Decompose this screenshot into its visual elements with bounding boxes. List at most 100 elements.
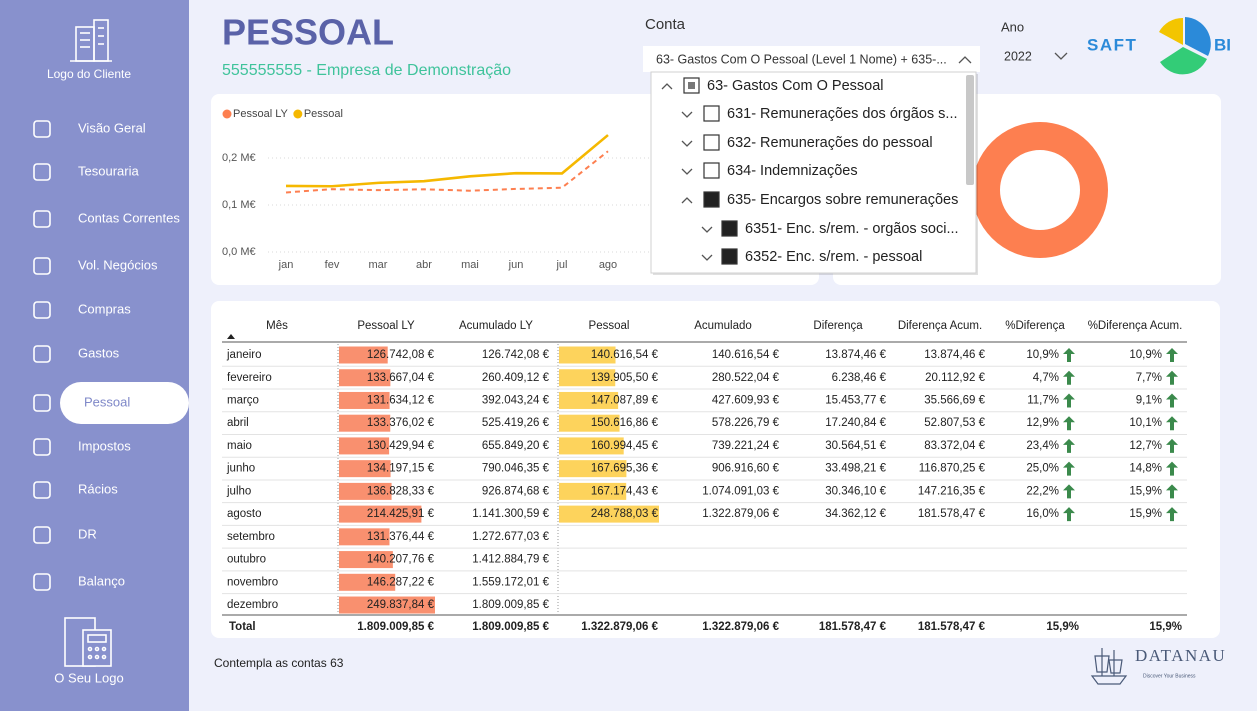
menu-item[interactable]: Contas Correntes <box>78 210 180 225</box>
table-cell: 181.578,47 € <box>918 508 986 520</box>
chevron-up[interactable] <box>681 197 693 204</box>
row-label: abril <box>227 417 249 429</box>
data-bar <box>559 346 616 364</box>
checkbox[interactable] <box>721 220 738 237</box>
table-cell: 280.522,04 € <box>712 372 780 384</box>
table-cell: 790.046,35 € <box>482 463 550 475</box>
table-cell: 10,1% <box>1129 417 1162 429</box>
conta-dropdown[interactable] <box>643 46 980 72</box>
table-cell: 23,4% <box>1026 440 1059 452</box>
own-logo-icon <box>64 617 112 667</box>
footnote: Contempla as contas 63 <box>214 656 344 670</box>
chevron-down[interactable] <box>681 140 693 147</box>
table-cell: 17.240,84 € <box>825 417 886 429</box>
table-cell: 214.425,91 € <box>367 508 435 520</box>
table-cell: 116.870,25 € <box>919 463 986 475</box>
checkbox[interactable] <box>703 134 720 151</box>
trend-up-arrow <box>1063 416 1075 431</box>
menu-item[interactable]: Gastos <box>78 345 120 360</box>
bi-logo: BI <box>1214 35 1231 54</box>
chevron-down <box>1054 52 1068 60</box>
chevron-up[interactable] <box>661 83 673 90</box>
column-header[interactable]: Mês <box>266 320 288 332</box>
table-cell: 131.376,44 € <box>367 531 435 543</box>
menu-item[interactable]: Compras <box>78 301 131 316</box>
tree-item-label[interactable]: 635- Encargos sobre remunerações <box>727 192 958 208</box>
chevron-down[interactable] <box>701 226 713 233</box>
column-header[interactable]: Pessoal LY <box>357 320 415 332</box>
table-cell: 150.616,86 € <box>591 417 659 429</box>
active-menu-pill <box>60 382 189 424</box>
column-header[interactable]: Diferença Acum. <box>898 320 982 332</box>
table-cell: 147.087,89 € <box>591 394 659 406</box>
trend-up-arrow <box>1063 348 1075 362</box>
row-label: agosto <box>227 508 262 520</box>
x-tick-label: abr <box>416 259 432 271</box>
menu-item[interactable]: Visão Geral <box>78 120 146 135</box>
trend-up-arrow <box>1063 370 1075 385</box>
data-bar <box>339 414 391 432</box>
table-cell: 140.207,76 € <box>367 554 435 566</box>
data-bar <box>339 482 392 500</box>
checkbox[interactable] <box>703 162 720 179</box>
menu-icon <box>33 573 51 591</box>
menu-item[interactable]: Vol. Negócios <box>78 257 158 272</box>
trend-up-arrow <box>1063 507 1075 522</box>
table-cell: 12,9% <box>1026 417 1059 429</box>
table-cell: 1.074.091,03 € <box>702 485 779 497</box>
saft-logo: SAFT <box>1087 35 1137 54</box>
data-bar <box>339 551 393 569</box>
table-cell: 30.346,10 € <box>825 485 886 497</box>
table-cell: 130.429,94 € <box>367 440 435 452</box>
x-tick-label: mar <box>369 259 388 271</box>
row-label: novembro <box>227 576 278 588</box>
menu-item[interactable]: Rácios <box>78 481 118 496</box>
checkbox[interactable] <box>721 248 738 265</box>
table-cell: 131.634,12 € <box>367 394 435 406</box>
ano-dropdown[interactable] <box>998 42 1074 70</box>
x-tick-label: fev <box>325 259 340 271</box>
chevron-down[interactable] <box>681 111 693 118</box>
table-cell: 25,0% <box>1026 463 1059 475</box>
menu-item[interactable]: Impostos <box>78 438 131 453</box>
tree-item-label[interactable]: 634- Indemnizações <box>727 163 858 179</box>
column-header[interactable]: %Diferença <box>1005 320 1065 332</box>
column-header[interactable]: Acumulado LY <box>459 320 533 332</box>
data-bar <box>339 505 422 523</box>
checkbox[interactable] <box>703 105 720 122</box>
trend-up-arrow <box>1063 461 1075 476</box>
table-cell: 10,9% <box>1129 349 1162 361</box>
datanau-tagline: Discover Your Business <box>1143 673 1196 679</box>
chevron-down[interactable] <box>701 254 713 261</box>
row-label: janeiro <box>226 349 262 361</box>
menu-item[interactable]: Tesouraria <box>78 163 139 178</box>
table-cell: 260.409,12 € <box>482 372 550 384</box>
table-cell: 7,7% <box>1136 372 1162 384</box>
column-header[interactable]: %Diferença Acum. <box>1088 320 1183 332</box>
column-header[interactable]: Diferença <box>813 320 863 332</box>
total-label: Total <box>229 621 256 633</box>
client-logo-label: Logo do Cliente <box>47 67 131 81</box>
column-header[interactable]: Acumulado <box>694 320 752 332</box>
checkbox[interactable] <box>703 191 720 208</box>
tree-item-label[interactable]: 631- Remunerações dos órgãos s... <box>727 106 958 122</box>
tree-item-label[interactable]: 632- Remunerações do pessoal <box>727 135 933 151</box>
tree-item-label[interactable]: 6352- Enc. s/rem. - pessoal <box>745 249 922 265</box>
menu-item[interactable]: DR <box>78 526 97 541</box>
legend-label: Pessoal <box>304 108 343 120</box>
tree-item-label[interactable]: 6351- Enc. s/rem. - orgãos soci... <box>745 221 959 237</box>
table-cell: 427.609,93 € <box>712 394 780 406</box>
table-cell: 578.226,79 € <box>712 417 780 429</box>
table-cell: 22,2% <box>1026 485 1059 497</box>
tree-item-label[interactable]: 63- Gastos Com O Pessoal <box>707 78 884 94</box>
trend-up-arrow <box>1166 416 1178 431</box>
column-header[interactable]: Pessoal <box>589 320 630 332</box>
menu-icon <box>33 345 51 363</box>
data-bar <box>339 437 390 455</box>
conta-selected: 63- Gastos Com O Pessoal (Level 1 Nome) … <box>656 52 947 66</box>
menu-item[interactable]: Pessoal <box>84 394 130 409</box>
menu-item[interactable]: Balanço <box>78 573 125 588</box>
total-cell: 181.578,47 € <box>819 621 887 633</box>
x-tick-label: jan <box>278 259 294 271</box>
chevron-down[interactable] <box>681 168 693 175</box>
